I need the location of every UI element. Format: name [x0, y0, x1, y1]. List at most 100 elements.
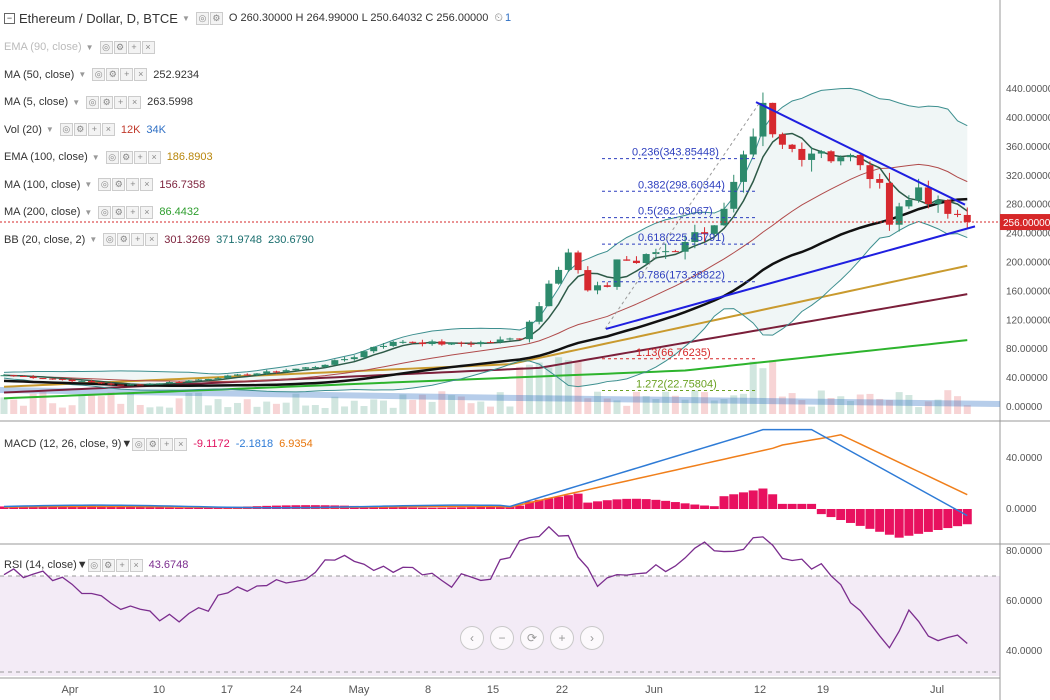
volume-bar [165, 407, 173, 414]
indicator-controls[interactable]: ◎ ⚙ + × [103, 233, 159, 246]
dropdown-caret-icon[interactable]: ▼ [85, 42, 94, 52]
candle-body [924, 187, 932, 205]
volume-bar [885, 400, 893, 414]
macd-histogram-bar [826, 509, 836, 518]
volume-bar [837, 396, 845, 414]
indicator-name[interactable]: MA (5, close) [4, 96, 69, 108]
candle-body [292, 368, 300, 371]
macd-histogram-bar [456, 507, 466, 509]
dropdown-caret-icon[interactable]: ▼ [181, 13, 190, 23]
indicator-controls[interactable]: ◎ ⚙ + × [87, 558, 143, 572]
indicator-controls[interactable]: ◎ ⚙ + × [99, 40, 155, 54]
price-tick-label: 120.00000 [1006, 315, 1050, 326]
candle-body [0, 375, 8, 377]
indicator-name[interactable]: RSI (14, close) [4, 559, 77, 571]
indicator-controls[interactable]: ◎ ⚙ + × [105, 150, 161, 164]
rsi-tick-label: 60.0000 [1006, 596, 1043, 607]
volume-bar [895, 392, 903, 414]
macd-histogram-bar [631, 498, 641, 509]
reset-icon[interactable]: ⟳ [520, 626, 544, 650]
dropdown-caret-icon[interactable]: ▼ [89, 235, 98, 244]
candle-body [905, 200, 913, 207]
zoom-in-icon[interactable]: + [550, 626, 574, 650]
candle-body [487, 342, 494, 344]
indicator-value: 156.7358 [159, 178, 206, 191]
time-tick-label: 15 [487, 684, 499, 696]
macd-histogram-bar [661, 500, 671, 509]
indicator-controls[interactable]: ◎ ⚙ + × [98, 178, 154, 191]
dropdown-caret-icon[interactable]: ▼ [78, 70, 87, 79]
symbol-controls[interactable]: ◎ ⚙ [195, 11, 223, 25]
indicator-name[interactable]: BB (20, close, 2) [4, 233, 86, 246]
symbol-title: Ethereum / Dollar, D, BTCE [19, 10, 178, 26]
indicator-name[interactable]: MA (50, close) [4, 68, 75, 81]
candle-body [584, 270, 592, 291]
macd-histogram-bar [388, 507, 398, 509]
candle-body [516, 338, 524, 340]
volume-bar [496, 392, 504, 414]
dropdown-caret-icon[interactable]: ▼ [121, 438, 133, 450]
chevron-left-icon[interactable]: ‹ [460, 626, 484, 650]
candle-body [555, 269, 563, 284]
legend-row: EMA (90, close) ▼ ◎ ⚙ + × [4, 37, 161, 57]
candle-body [535, 306, 543, 322]
indicator-controls[interactable]: ◎ ⚙ + × [132, 437, 188, 451]
dropdown-caret-icon[interactable]: ▼ [91, 152, 100, 162]
price-tick-label: 80.00000 [1006, 344, 1048, 355]
candle-body [360, 351, 368, 358]
macd-histogram-bar [476, 506, 486, 509]
volume-bar [944, 390, 952, 414]
price-tick-label: 360.00000 [1006, 142, 1050, 153]
chevron-right-icon[interactable]: › [580, 626, 604, 650]
indicator-name[interactable]: EMA (100, close) [4, 151, 88, 163]
candle-body [594, 285, 602, 291]
legend-row: EMA (100, close) ▼ ◎ ⚙ + × 186.8903 [4, 147, 219, 167]
macd-histogram-bar [923, 509, 933, 532]
candle-body [525, 321, 533, 340]
indicator-controls[interactable]: ◎ ⚙ + × [59, 123, 115, 136]
volume-bar [428, 401, 436, 414]
candle-body [302, 367, 310, 369]
dropdown-caret-icon[interactable]: ▼ [45, 125, 54, 134]
alert-count: 1 [505, 12, 512, 24]
indicator-controls[interactable]: ◎ ⚙ + × [98, 205, 154, 219]
time-tick-label: Jun [645, 684, 663, 696]
dropdown-caret-icon[interactable]: ▼ [84, 207, 93, 217]
volume-bar [107, 392, 115, 414]
volume-bar [19, 405, 27, 414]
zoom-out-icon[interactable]: − [490, 626, 514, 650]
volume-bar [827, 398, 835, 414]
candle-body [49, 378, 57, 380]
time-tick-label: 24 [290, 684, 302, 696]
macd-histogram-bar [700, 505, 710, 509]
macd-histogram-bar [797, 503, 807, 509]
dropdown-caret-icon[interactable]: ▼ [84, 180, 93, 189]
price-tick-label: 160.00000 [1006, 286, 1050, 297]
alert-clock-icon[interactable]: ⏲ [494, 11, 504, 24]
bollinger-lower-line [3, 220, 968, 393]
indicator-name[interactable]: EMA (90, close) [4, 41, 82, 53]
volume-bar [847, 400, 855, 414]
macd-histogram-bar [651, 499, 661, 509]
collapse-icon[interactable]: − [4, 12, 15, 24]
dropdown-caret-icon[interactable]: ▼ [72, 97, 81, 107]
candle-body [895, 206, 903, 225]
volume-bar [302, 405, 310, 414]
volume-bar [136, 404, 144, 414]
indicator-name[interactable]: Vol (20) [4, 123, 42, 136]
indicator-name[interactable]: MACD (12, 26, close, 9) [4, 438, 122, 450]
macd-histogram-bar [622, 498, 632, 509]
macd-histogram-bar [729, 494, 739, 509]
indicator-name[interactable]: MA (100, close) [4, 178, 81, 191]
indicator-controls[interactable]: ◎ ⚙ + × [92, 68, 148, 81]
macd-tick-label: 0.0000 [1006, 504, 1037, 515]
macd-histogram-bar [486, 506, 495, 509]
volume-bar [10, 399, 18, 414]
fibonacci-baseline [604, 101, 761, 330]
macd-histogram-bar [466, 507, 476, 509]
dropdown-caret-icon[interactable]: ▼ [76, 559, 88, 571]
indicator-controls[interactable]: ◎ ⚙ + × [86, 95, 142, 109]
candle-body [107, 383, 115, 385]
indicator-name[interactable]: MA (200, close) [4, 206, 81, 218]
resistance-trendline [755, 101, 966, 206]
